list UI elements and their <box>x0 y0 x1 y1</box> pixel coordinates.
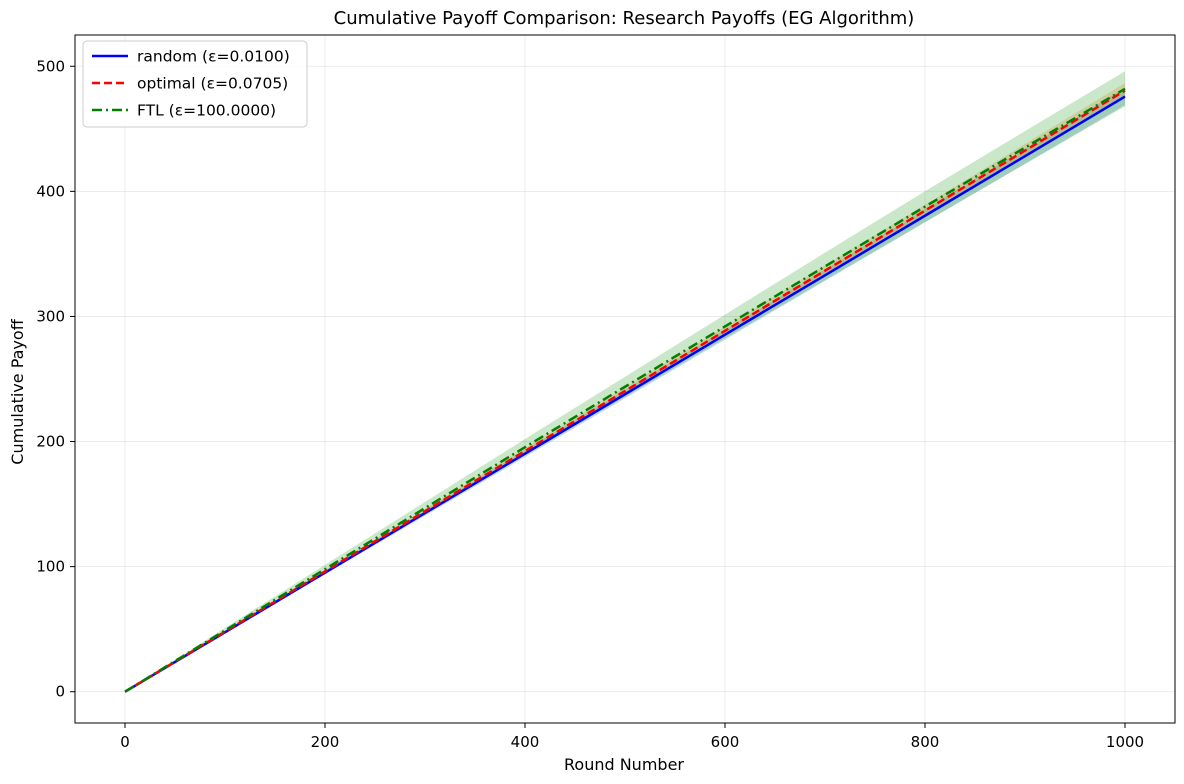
y-tick-label: 500 <box>36 57 65 75</box>
x-tick-label: 200 <box>311 733 340 751</box>
y-tick-label: 0 <box>55 683 65 701</box>
confidence-band-2 <box>125 71 1125 692</box>
series-line-2 <box>124 87 1126 693</box>
x-tick-label: 400 <box>511 733 540 751</box>
y-tick-label: 400 <box>36 182 65 200</box>
x-tick-label: 1000 <box>1106 733 1144 751</box>
x-axis-ticks: 0 200 400 600 800 1000 <box>120 723 1144 751</box>
chart-title: Cumulative Payoff Comparison: Research P… <box>334 8 915 29</box>
y-tick-label: 200 <box>36 433 65 451</box>
legend-label-1: optimal (ε=0.0705) <box>137 75 288 93</box>
y-tick-label: 300 <box>36 307 65 325</box>
x-tick-label: 0 <box>120 733 130 751</box>
legend-label-2: FTL (ε=100.0000) <box>137 102 276 120</box>
series-lines <box>124 87 1126 693</box>
x-axis-label: Round Number <box>564 755 684 774</box>
confidence-bands <box>125 71 1125 692</box>
series-line-1 <box>124 89 1126 693</box>
y-tick-label: 100 <box>36 558 65 576</box>
legend-box <box>82 40 308 128</box>
plot-frame <box>74 34 1176 724</box>
legend-label-0: random (ε=0.0100) <box>137 48 290 66</box>
x-tick-label: 600 <box>711 733 740 751</box>
x-tick-label: 800 <box>911 733 940 751</box>
legend: random (ε=0.0100) optimal (ε=0.0705) FTL (… <box>82 40 308 128</box>
y-axis-ticks: 0 100 200 300 400 500 <box>36 57 75 701</box>
y-axis-label: Cumulative Payoff <box>8 318 27 464</box>
